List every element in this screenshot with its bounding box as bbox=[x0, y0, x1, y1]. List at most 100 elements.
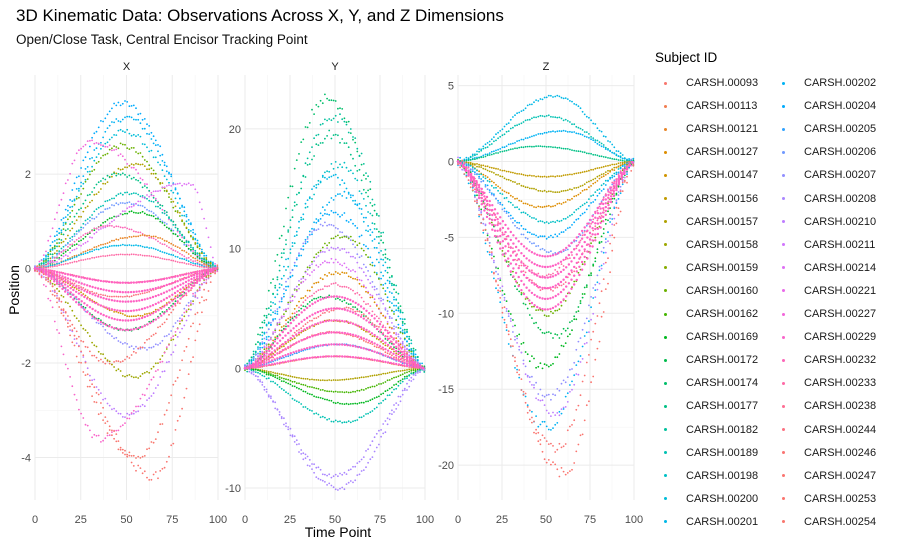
data-point bbox=[298, 443, 300, 445]
data-point bbox=[168, 218, 170, 221]
data-point bbox=[388, 315, 391, 318]
data-point bbox=[143, 289, 146, 292]
data-point bbox=[159, 257, 162, 259]
data-point bbox=[302, 213, 305, 216]
data-point bbox=[380, 250, 382, 252]
data-point bbox=[192, 228, 195, 231]
data-point bbox=[128, 235, 131, 238]
data-point bbox=[135, 168, 137, 171]
data-point bbox=[129, 328, 133, 331]
data-point bbox=[143, 405, 146, 408]
data-point bbox=[339, 420, 341, 423]
data-point bbox=[62, 311, 65, 314]
data-point bbox=[343, 331, 347, 335]
data-point bbox=[365, 191, 367, 194]
data-point bbox=[302, 330, 305, 332]
data-point bbox=[96, 319, 100, 322]
data-point bbox=[354, 246, 357, 249]
data-point bbox=[265, 314, 268, 317]
data-point bbox=[278, 318, 281, 321]
data-point bbox=[102, 136, 104, 139]
data-point bbox=[386, 372, 389, 374]
data-point bbox=[137, 200, 140, 203]
data-point bbox=[403, 387, 406, 390]
data-point bbox=[82, 307, 85, 310]
data-point bbox=[190, 283, 193, 287]
data-point bbox=[330, 484, 333, 487]
data-point bbox=[86, 170, 89, 173]
data-point bbox=[157, 431, 159, 434]
data-point bbox=[47, 252, 50, 254]
data-point bbox=[111, 254, 113, 256]
data-point bbox=[140, 316, 144, 320]
data-point bbox=[165, 310, 168, 313]
data-point bbox=[58, 290, 61, 293]
data-point bbox=[276, 313, 279, 315]
data-point bbox=[119, 104, 122, 107]
data-point bbox=[102, 406, 104, 409]
data-point bbox=[300, 357, 303, 361]
data-point bbox=[395, 356, 398, 359]
data-point bbox=[139, 122, 142, 125]
x-tick-label: 100 bbox=[416, 514, 434, 526]
data-point bbox=[157, 384, 159, 386]
data-point bbox=[192, 260, 195, 263]
data-point bbox=[97, 434, 100, 437]
data-point bbox=[295, 400, 298, 403]
data-point bbox=[159, 145, 162, 148]
data-point bbox=[168, 227, 170, 230]
data-point bbox=[97, 191, 100, 194]
data-point bbox=[349, 276, 352, 279]
data-point bbox=[347, 251, 350, 254]
data-point bbox=[337, 272, 339, 274]
data-point bbox=[49, 266, 52, 268]
data-point bbox=[91, 315, 94, 318]
data-point bbox=[117, 448, 120, 451]
data-point bbox=[321, 246, 324, 249]
data-point bbox=[308, 409, 311, 412]
data-point bbox=[362, 315, 365, 317]
data-point bbox=[176, 251, 179, 254]
data-point bbox=[261, 346, 264, 349]
data-point bbox=[176, 302, 179, 304]
data-point bbox=[343, 421, 346, 424]
data-point bbox=[51, 241, 54, 243]
data-point bbox=[193, 284, 196, 287]
data-point bbox=[95, 401, 98, 404]
data-point bbox=[311, 263, 313, 265]
data-point bbox=[360, 314, 363, 316]
data-point bbox=[187, 373, 190, 375]
data-point bbox=[317, 281, 320, 284]
data-point bbox=[185, 213, 188, 216]
data-point bbox=[304, 126, 307, 128]
data-point bbox=[137, 204, 140, 207]
data-point bbox=[106, 295, 109, 298]
data-point bbox=[56, 297, 58, 299]
data-point bbox=[392, 352, 395, 355]
data-point bbox=[268, 360, 271, 363]
data-point bbox=[137, 455, 140, 458]
data-point bbox=[53, 260, 56, 263]
data-point bbox=[272, 333, 274, 335]
data-point bbox=[161, 182, 164, 185]
data-point bbox=[308, 163, 311, 166]
data-point bbox=[291, 385, 294, 387]
data-point bbox=[298, 252, 300, 255]
mean-cluster-y bbox=[243, 295, 425, 370]
data-point bbox=[354, 141, 357, 144]
data-point bbox=[270, 282, 272, 284]
data-point bbox=[196, 265, 199, 268]
data-point bbox=[308, 335, 311, 339]
data-point bbox=[104, 357, 107, 360]
data-point bbox=[341, 486, 344, 489]
data-point bbox=[78, 208, 80, 211]
data-point bbox=[257, 346, 259, 348]
data-point bbox=[102, 246, 104, 249]
data-point bbox=[115, 172, 118, 175]
data-point bbox=[124, 143, 126, 146]
data-point bbox=[126, 176, 129, 178]
data-point bbox=[190, 235, 192, 238]
data-point bbox=[152, 190, 155, 193]
data-point bbox=[102, 243, 104, 246]
data-point bbox=[159, 154, 162, 157]
